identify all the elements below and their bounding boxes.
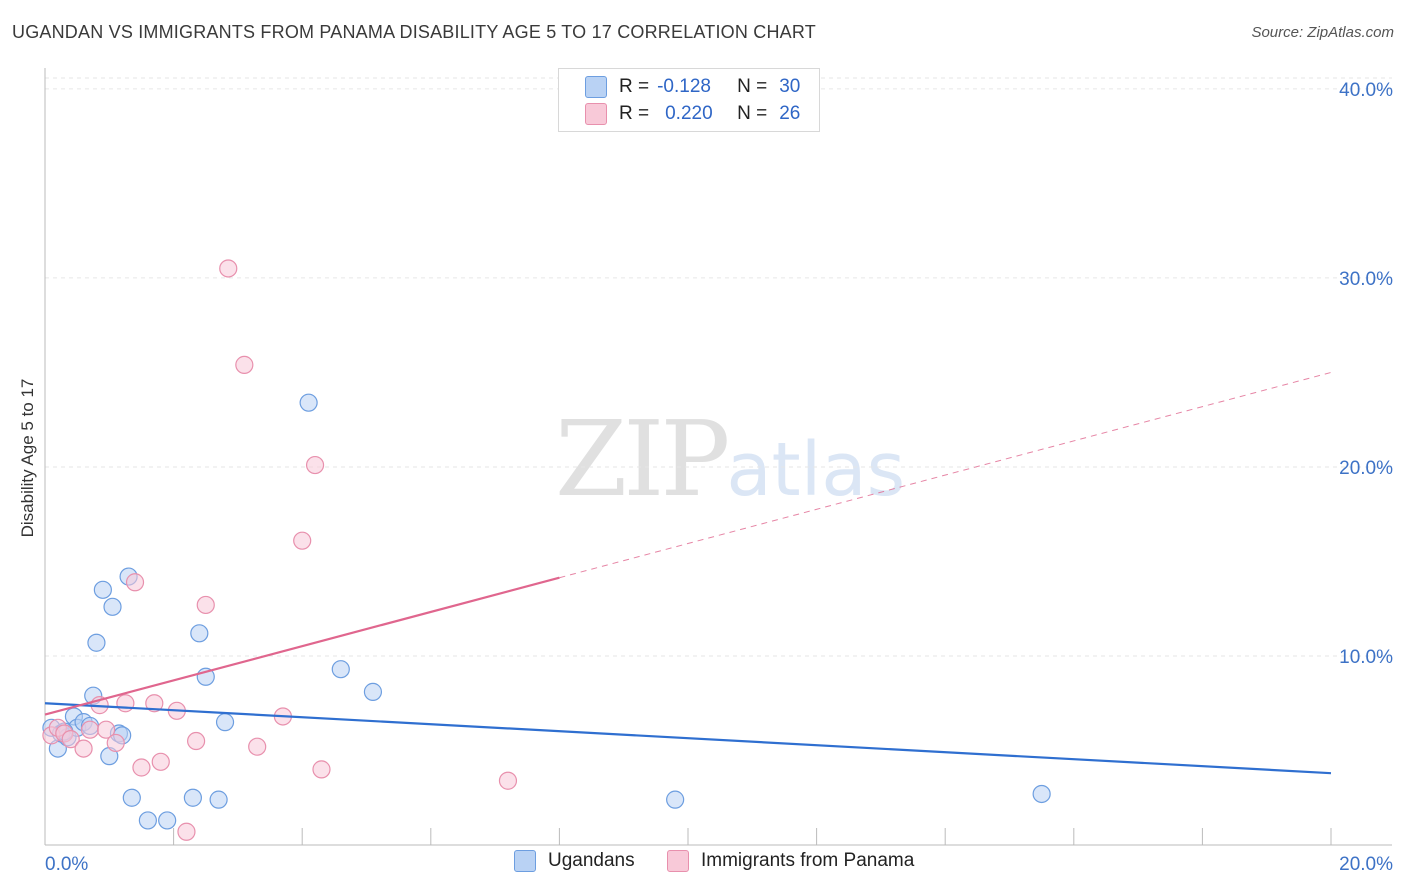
panama-point bbox=[235, 355, 254, 374]
legend-swatch-pink bbox=[585, 103, 607, 125]
ugandan-point bbox=[363, 682, 383, 701]
ugandan-point bbox=[138, 811, 157, 830]
panama-point bbox=[61, 730, 80, 749]
watermark: ZIPatlas bbox=[555, 398, 905, 520]
x-tick-label: 0.0% bbox=[45, 854, 88, 875]
ugandan-point bbox=[190, 624, 209, 643]
ugandan-point bbox=[331, 660, 350, 679]
panama-point bbox=[312, 760, 331, 779]
panama-point bbox=[80, 720, 100, 739]
legend-r-value: 0.220 bbox=[665, 103, 713, 124]
panama-trend-line bbox=[44, 576, 560, 716]
ugandan-trend-line bbox=[44, 702, 1332, 775]
panama-point bbox=[132, 758, 151, 777]
legend-r-label: R = bbox=[619, 103, 650, 124]
ugandan-point bbox=[209, 790, 228, 809]
legend-row-panama: R = 0.220 N = 26 bbox=[585, 102, 800, 126]
legend-r-value: -0.128 bbox=[657, 76, 711, 97]
panama-point bbox=[293, 531, 312, 550]
panama-point bbox=[187, 731, 206, 751]
ugandan-point bbox=[666, 790, 685, 809]
ugandan-point bbox=[299, 393, 318, 412]
ugandan-point bbox=[87, 633, 106, 652]
panama-point bbox=[219, 259, 238, 278]
source-label: Source: ZipAtlas.com bbox=[1251, 24, 1394, 41]
panama-point bbox=[196, 595, 215, 615]
panama-point bbox=[248, 737, 267, 756]
legend-n-value: 30 bbox=[779, 76, 801, 97]
legend-r-label: R = bbox=[619, 76, 650, 97]
ugandan-point bbox=[158, 811, 177, 830]
ugandan-point bbox=[93, 580, 112, 599]
legend-swatch-blue bbox=[585, 76, 607, 98]
panama-point bbox=[177, 822, 196, 841]
legend-swatch-pink bbox=[667, 850, 689, 872]
watermark-zip: ZIP bbox=[555, 398, 730, 520]
y-tick-label: 30.0% bbox=[1339, 269, 1393, 290]
panama-point bbox=[116, 694, 135, 713]
legend-row-ugandans: R = -0.128 N = 30 bbox=[585, 75, 800, 99]
legend-item-ugandans[interactable]: Ugandans bbox=[514, 850, 635, 872]
panama-point bbox=[125, 573, 145, 592]
series-legend: Ugandans Immigrants from Panama bbox=[0, 850, 1406, 878]
panama-point bbox=[498, 771, 518, 790]
ugandan-point bbox=[103, 597, 122, 616]
panama-point bbox=[305, 455, 325, 475]
panama-point bbox=[74, 739, 93, 758]
legend-item-label: Ugandans bbox=[548, 850, 635, 871]
panama-point bbox=[145, 694, 164, 713]
legend-n-value: 26 bbox=[779, 103, 801, 124]
y-tick-label: 10.0% bbox=[1339, 647, 1393, 668]
x-tick-label: 20.0% bbox=[1339, 854, 1393, 875]
ugandan-point bbox=[122, 788, 141, 807]
y-tick-label: 40.0% bbox=[1339, 80, 1393, 101]
legend-n-label: N = bbox=[737, 103, 768, 124]
panama-point bbox=[96, 720, 116, 739]
stats-legend: R = -0.128 N = 30 R = 0.220 N = 26 bbox=[558, 68, 820, 132]
y-tick-label: 20.0% bbox=[1339, 458, 1393, 479]
ugandan-point bbox=[183, 788, 202, 807]
chart-title: UGANDAN VS IMMIGRANTS FROM PANAMA DISABI… bbox=[12, 22, 816, 42]
watermark-atlas: atlas bbox=[726, 427, 906, 513]
ugandan-point bbox=[1032, 784, 1051, 804]
panama-trend-extension bbox=[559, 371, 1332, 579]
panama-point bbox=[106, 733, 125, 753]
legend-swatch-blue bbox=[514, 850, 536, 872]
legend-item-panama[interactable]: Immigrants from Panama bbox=[667, 850, 914, 872]
legend-n-label: N = bbox=[737, 76, 768, 97]
legend-item-label: Immigrants from Panama bbox=[701, 850, 915, 871]
ugandan-point bbox=[215, 713, 235, 732]
panama-point bbox=[151, 752, 170, 771]
